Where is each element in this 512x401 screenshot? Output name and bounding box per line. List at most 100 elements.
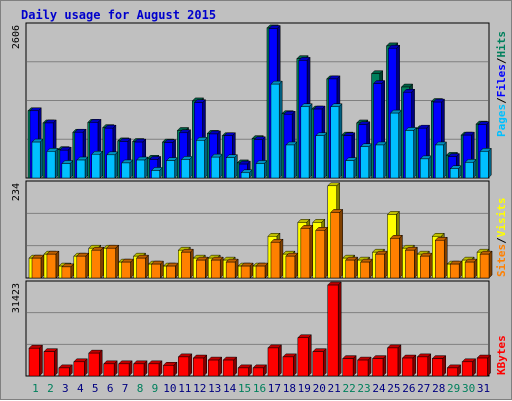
pages-bar [479,151,489,179]
sites-bar [46,253,57,279]
sites-bar-side [175,262,179,279]
kbytes-bar [118,363,130,377]
kbytes-bar-side [442,355,446,377]
pages-bar [31,141,41,179]
day-label: 27 [417,382,430,395]
kbytes-bar [103,363,115,377]
sites-bar-side [205,256,209,279]
day-label: 6 [107,382,114,395]
kbytes-bar-side [427,353,432,377]
day-label: 1 [32,382,39,395]
sites-bar [181,251,191,279]
sites-bar [106,247,116,279]
kbytes-bar [327,284,339,377]
day-label: 21 [328,382,341,395]
kbytes-bar [432,358,443,377]
pages-bar-side [488,147,492,179]
legend-pages-files-hits-part: Hits [495,31,508,58]
sites-bar [255,265,266,279]
legend-pages-files-hits: Pages/Files/Hits [495,31,508,137]
pages-bar [464,162,474,179]
pages-bar [255,163,265,179]
day-label: 11 [178,382,191,395]
day-label: 20 [313,382,326,395]
pages-bar [435,144,444,179]
sites-bar-side [399,234,403,279]
pages-bar [136,159,146,179]
sites-bar [31,257,42,279]
kbytes-bar [207,359,219,377]
sites-bar [375,253,385,279]
sites-bar-side [264,262,269,279]
pages-bar [76,159,86,179]
sites-bar-side [160,260,164,279]
pages-bar [449,168,459,179]
kbytes-bar [163,365,175,377]
sites-bar-side [190,248,194,279]
pages-bar [390,112,399,179]
kbytes-bar-side [382,355,387,377]
sites-bar [91,249,101,279]
sites-bar-side [85,252,90,279]
kbytes-bar [372,358,384,377]
kbytes-bar-side [367,356,372,377]
sites-bar [240,265,251,279]
sites-bar-side [234,258,239,279]
kbytes-bar [178,356,190,377]
kbytes-bar-side [113,360,118,377]
kbytes-bar-side [84,358,88,377]
day-label: 3 [62,382,69,395]
pages-bar [375,144,384,179]
sites-bar-side [294,252,299,279]
legend-sites-visits: Sites/Visits [495,198,508,278]
pages-bar [166,160,175,179]
sites-bar-side [414,246,418,279]
kbytes-bar [357,359,369,377]
day-label: 8 [137,382,144,395]
sites-bar [76,255,87,279]
day-label: 12 [193,382,206,395]
sites-bar-side [429,252,433,279]
day-label: 25 [387,382,400,395]
pages-bar [330,106,340,179]
pages-bar [405,130,414,179]
kbytes-bar [282,356,294,377]
pages-bar [270,83,280,179]
pages-bar [91,153,101,179]
pages-bar [196,140,205,179]
kbytes-bar-side [203,354,207,377]
kbytes-bar [417,356,429,377]
kbytes-bar-side [308,334,312,377]
sites-bar-side [473,258,478,279]
day-label: 30 [462,382,475,395]
sites-bar-side [279,238,284,279]
kbytes-bar-side [412,354,417,377]
legend-sites-visits-part: / [495,237,508,244]
day-label: 29 [447,382,460,395]
kbytes-bar [193,357,204,377]
sites-bar-side [130,258,134,279]
sites-bar-side [458,260,463,279]
kbytes-bar-side [188,353,193,377]
pages-bar [345,160,355,179]
kbytes-bar-side [278,344,282,377]
kbytes-bar-side [397,344,402,377]
sites-bar-side [249,262,254,279]
sites-bar [405,249,415,279]
sites-bar [345,259,355,279]
kbytes-bar-side [128,360,133,377]
sites-bar [270,241,281,279]
sites-bar [464,261,475,279]
legend-pages-files-hits-part: / [495,57,508,64]
sites-bar-side [100,246,104,279]
day-label: 15 [238,382,251,395]
sites-bar-side [488,250,493,279]
kbytes-bar-side [352,355,357,377]
kbytes-bar [73,361,85,377]
kbytes-bar [88,352,100,377]
sites-bar [330,212,340,279]
legend-pages-files-hits-part: / [495,97,508,104]
kbytes-bar-side [218,356,222,377]
sites-bar [315,230,325,279]
kbytes-bar-side [337,281,342,377]
